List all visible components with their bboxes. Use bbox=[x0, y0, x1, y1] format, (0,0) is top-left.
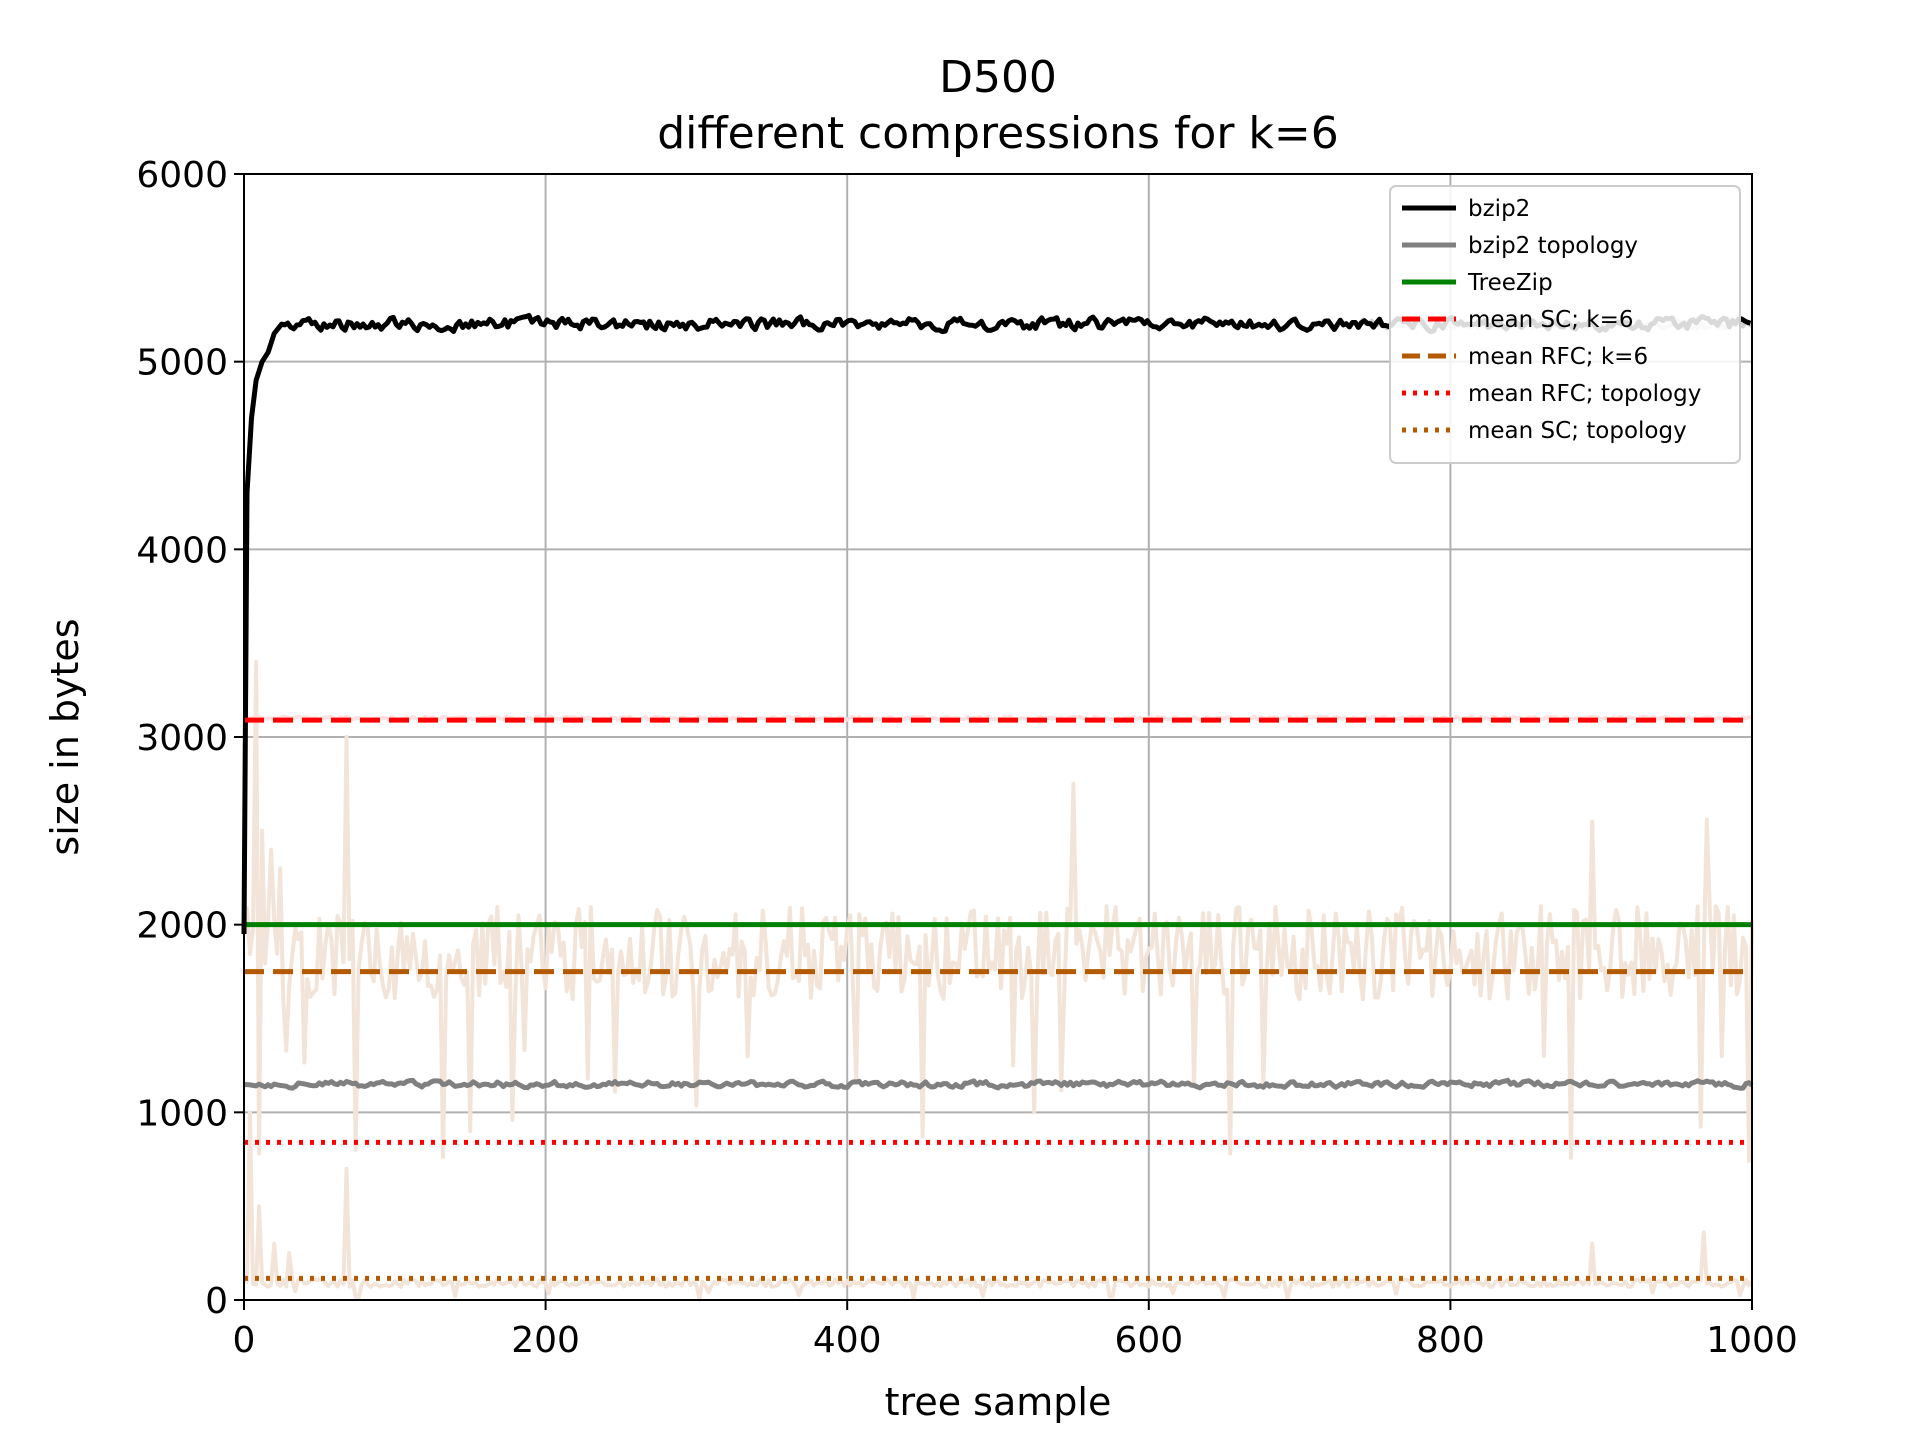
background-series bbox=[242, 317, 1754, 1302]
y-axis-label: size in bytes bbox=[43, 618, 87, 855]
background-series-line bbox=[242, 659, 1754, 1163]
legend-label: bzip2 bbox=[1468, 196, 1530, 222]
y-tick-label: 2000 bbox=[136, 906, 228, 947]
x-tick-label: 600 bbox=[1114, 1320, 1183, 1361]
legend-label: mean SC; topology bbox=[1468, 418, 1687, 444]
x-tick-label: 800 bbox=[1416, 1320, 1485, 1361]
legend-label: mean RFC; topology bbox=[1468, 381, 1701, 407]
x-axis-label: tree sample bbox=[885, 1380, 1112, 1424]
legend-label: TreeZip bbox=[1467, 270, 1553, 296]
background-series-line bbox=[243, 1110, 1754, 1302]
x-tick-label: 0 bbox=[233, 1320, 256, 1361]
y-tick-label: 3000 bbox=[136, 718, 228, 759]
legend-label: mean RFC; k=6 bbox=[1468, 344, 1648, 370]
y-tick-label: 0 bbox=[205, 1281, 228, 1322]
y-tick-label: 6000 bbox=[136, 155, 228, 196]
y-tick-label: 4000 bbox=[136, 530, 228, 571]
chart-subtitle: different compressions for k=6 bbox=[657, 108, 1339, 159]
series-line-bzip2-topology bbox=[243, 1077, 1754, 1091]
legend-box bbox=[1389, 185, 1741, 464]
y-tick-label: 1000 bbox=[136, 1093, 228, 1134]
chart-title: D500 bbox=[939, 52, 1057, 103]
legend-label: mean SC; k=6 bbox=[1468, 307, 1633, 333]
y-tick-label: 5000 bbox=[136, 343, 228, 384]
x-tick-label: 400 bbox=[813, 1320, 882, 1361]
legend-label: bzip2 topology bbox=[1468, 233, 1638, 259]
x-tick-label: 200 bbox=[511, 1320, 580, 1361]
legend: bzip2 bzip2 topology TreeZip mean SC; k=6 me… bbox=[1389, 185, 1741, 464]
ticks: 0 200 400 600 800 1000 0 1000 2000 3000 4000 5000 60… bbox=[136, 155, 1797, 1361]
x-tick-label: 1000 bbox=[1706, 1320, 1798, 1361]
